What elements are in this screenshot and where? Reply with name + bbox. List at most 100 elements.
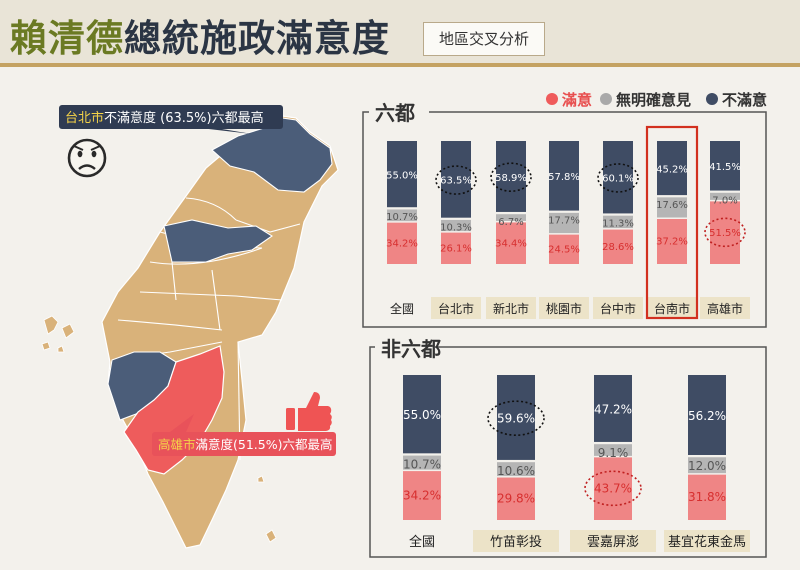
header: 賴清德總統施政滿意度 地區交叉分析 bbox=[0, 0, 800, 67]
bar-dissatisfied bbox=[594, 375, 632, 442]
value-label-neutral: 10.6% bbox=[497, 464, 535, 478]
value-label-dissatisfied: 60.1% bbox=[602, 174, 634, 185]
page-title: 賴清德總統施政滿意度 bbox=[10, 8, 390, 62]
value-label-neutral: 12.0% bbox=[688, 459, 726, 473]
value-label-neutral: 6.7% bbox=[498, 217, 523, 228]
header-accent-line bbox=[0, 63, 800, 67]
panel-title: 六都 bbox=[375, 101, 415, 125]
bar-satisfied bbox=[496, 222, 526, 264]
callout-text: 台北市不滿意度 (63.5%)六都最高 bbox=[65, 110, 264, 126]
category-bg bbox=[473, 530, 559, 552]
panel-title-bg bbox=[369, 102, 429, 126]
subtitle-badge: 地區交叉分析 bbox=[423, 22, 545, 56]
legend-label: 不滿意 bbox=[722, 91, 767, 109]
value-label-neutral: 17.6% bbox=[656, 200, 688, 211]
legend-swatch bbox=[706, 93, 718, 105]
value-label-neutral: 11.3% bbox=[602, 218, 634, 229]
legend-label: 滿意 bbox=[562, 91, 592, 109]
legend-swatch bbox=[600, 93, 612, 105]
bar-dissatisfied bbox=[496, 141, 526, 212]
highlight-circle bbox=[704, 217, 746, 248]
category-bg bbox=[700, 297, 750, 319]
category-label: 台北市 bbox=[438, 301, 474, 316]
value-label-satisfied: 31.8% bbox=[688, 490, 726, 504]
category-bg bbox=[647, 297, 697, 319]
bar-neutral bbox=[710, 192, 740, 200]
value-label-satisfied: 26.1% bbox=[440, 244, 472, 255]
highlight-box bbox=[645, 125, 699, 320]
category-bg bbox=[431, 297, 481, 319]
category-label: 雲嘉屏澎 bbox=[587, 535, 639, 550]
value-label-neutral: 10.3% bbox=[440, 223, 472, 234]
outlying-islands bbox=[41, 315, 277, 543]
category-label: 基宜花東金馬 bbox=[668, 534, 746, 550]
title-rest: 總統施政滿意度 bbox=[124, 17, 390, 60]
category-label: 高雄市 bbox=[707, 301, 743, 316]
category-label: 台中市 bbox=[600, 301, 636, 316]
category-bg bbox=[486, 297, 536, 319]
value-label-satisfied: 24.5% bbox=[548, 245, 580, 256]
frown-face-icon bbox=[67, 138, 107, 178]
taichung-region bbox=[163, 219, 273, 263]
value-label-dissatisfied: 41.5% bbox=[709, 162, 741, 173]
panel-title-bg bbox=[375, 338, 435, 362]
panel-title: 非六都 bbox=[381, 337, 441, 361]
highlight-circle bbox=[435, 165, 477, 195]
bar-dissatisfied bbox=[657, 141, 687, 196]
callout-box bbox=[152, 432, 336, 456]
bar-dissatisfied bbox=[403, 375, 441, 454]
value-label-dissatisfied: 45.2% bbox=[656, 164, 688, 175]
value-label-satisfied: 34.2% bbox=[386, 239, 418, 250]
callout-box bbox=[59, 105, 283, 129]
bar-satisfied bbox=[441, 232, 471, 264]
six-cities-panel: 六都 55.0% 10.7% 34.2% 全國 63.5% 10.3% 26.1% 台北市 58.… bbox=[362, 101, 767, 328]
value-label-dissatisfied: 56.2% bbox=[688, 409, 726, 423]
bar-neutral bbox=[497, 462, 535, 477]
value-label-dissatisfied: 63.5% bbox=[440, 176, 472, 187]
non-six-cities-panel: 非六都 55.0% 10.7% 34.2% 全國 59.6% 10.6% 29.8% 竹苗彰投 4… bbox=[369, 337, 767, 558]
category-label: 全國 bbox=[390, 301, 414, 316]
legend-swatch bbox=[546, 93, 558, 105]
value-label-neutral: 10.7% bbox=[386, 212, 418, 223]
bar-dissatisfied bbox=[688, 375, 726, 455]
highlight-circle bbox=[487, 400, 545, 437]
panel-frame bbox=[369, 346, 767, 558]
bar-dissatisfied bbox=[497, 375, 535, 460]
callout-text: 高雄市滿意度(51.5%)六都最高 bbox=[158, 437, 332, 452]
bar-neutral bbox=[387, 209, 417, 222]
highlight-circle bbox=[597, 163, 639, 193]
value-label-satisfied: 34.4% bbox=[495, 238, 527, 249]
bar-dissatisfied bbox=[710, 141, 740, 191]
callout-kaohsiung: 高雄市滿意度(51.5%)六都最高 bbox=[152, 414, 336, 456]
value-label-dissatisfied: 47.2% bbox=[594, 403, 632, 417]
bar-neutral bbox=[594, 444, 632, 456]
callout-detail: 滿意度(51.5%)六都最高 bbox=[196, 437, 333, 452]
value-label-neutral: 9.1% bbox=[598, 446, 629, 460]
value-label-neutral: 7.0% bbox=[712, 196, 737, 207]
value-label-dissatisfied: 58.9% bbox=[495, 173, 527, 184]
county-borders bbox=[111, 197, 301, 461]
bar-dissatisfied bbox=[549, 141, 579, 211]
value-label-satisfied: 28.6% bbox=[602, 242, 634, 253]
value-label-satisfied: 29.8% bbox=[497, 492, 535, 506]
bar-neutral bbox=[688, 457, 726, 474]
highlight-circle bbox=[584, 470, 642, 507]
category-label: 台南市 bbox=[654, 301, 690, 316]
bar-dissatisfied bbox=[441, 141, 471, 218]
bar-neutral bbox=[603, 215, 633, 229]
callout-city: 台北市 bbox=[65, 110, 104, 126]
bar-satisfied bbox=[387, 222, 417, 264]
callout-pointer bbox=[200, 128, 252, 134]
taiwan-map bbox=[41, 115, 339, 549]
value-label-satisfied: 37.2% bbox=[656, 237, 688, 248]
value-label-dissatisfied: 55.0% bbox=[403, 408, 441, 422]
category-bg bbox=[593, 297, 643, 319]
bar-satisfied bbox=[497, 477, 535, 520]
panel-frame bbox=[362, 111, 767, 328]
bar-dissatisfied bbox=[603, 141, 633, 214]
bar-satisfied bbox=[710, 201, 740, 264]
category-label: 桃園市 bbox=[546, 301, 582, 316]
title-name: 賴清德 bbox=[10, 17, 124, 60]
category-bg bbox=[664, 530, 750, 552]
bar-neutral bbox=[657, 197, 687, 218]
